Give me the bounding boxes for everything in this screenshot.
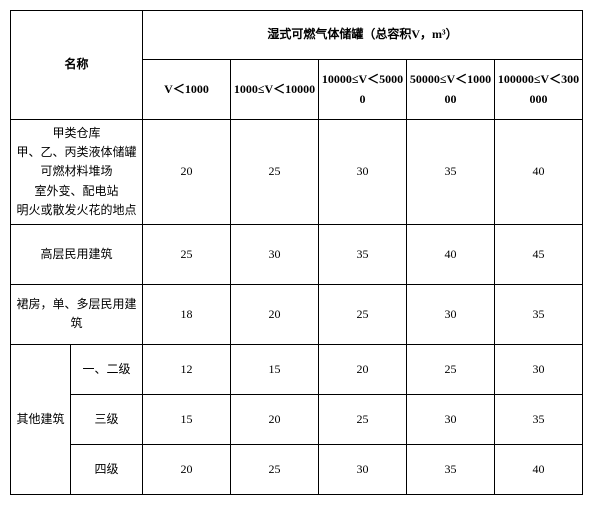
range-4: 100000≤V＜300000 [495,60,583,120]
cell: 35 [495,394,583,444]
cell: 15 [231,344,319,394]
row-label: 高层民用建筑 [11,224,143,284]
cell: 25 [231,444,319,494]
cell: 30 [407,394,495,444]
cell: 40 [495,444,583,494]
cell: 20 [143,444,231,494]
header-main: 湿式可燃气体储罐（总容积V，m³） [143,11,583,60]
cell: 25 [407,344,495,394]
cell: 30 [407,284,495,344]
header-name: 名称 [11,11,143,120]
cell: 20 [231,284,319,344]
cell: 15 [143,394,231,444]
cell: 40 [495,120,583,225]
cell: 20 [319,344,407,394]
spec-table: 名称 湿式可燃气体储罐（总容积V，m³） V＜1000 1000≤V＜10000… [10,10,583,495]
cell: 35 [407,120,495,225]
cell: 30 [495,344,583,394]
row-label: 裙房，单、多层民用建筑 [11,284,143,344]
cell: 35 [319,224,407,284]
range-0: V＜1000 [143,60,231,120]
range-1: 1000≤V＜10000 [231,60,319,120]
cell: 25 [319,394,407,444]
cell: 25 [231,120,319,225]
cell: 25 [143,224,231,284]
subrow-label: 一、二级 [71,344,143,394]
subrow-label: 四级 [71,444,143,494]
row-label: 甲类仓库 甲、乙、丙类液体储罐 可燃材料堆场 室外变、配电站 明火或散发火花的地… [11,120,143,225]
cell: 30 [319,444,407,494]
cell: 25 [319,284,407,344]
cell: 30 [231,224,319,284]
cell: 30 [319,120,407,225]
cell: 20 [143,120,231,225]
range-2: 10000≤V＜50000 [319,60,407,120]
group-label: 其他建筑 [11,344,71,494]
cell: 45 [495,224,583,284]
cell: 35 [495,284,583,344]
cell: 18 [143,284,231,344]
cell: 40 [407,224,495,284]
cell: 20 [231,394,319,444]
cell: 12 [143,344,231,394]
range-3: 50000≤V＜100000 [407,60,495,120]
cell: 35 [407,444,495,494]
subrow-label: 三级 [71,394,143,444]
